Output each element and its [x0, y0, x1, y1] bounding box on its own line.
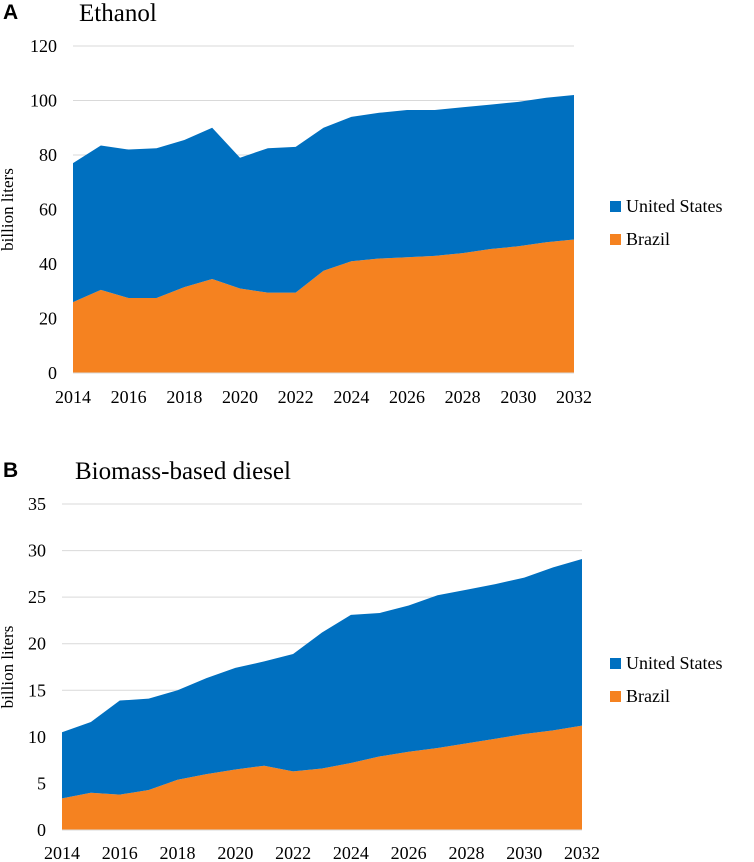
- legend-label-brazil: Brazil: [626, 686, 670, 706]
- area-series-united-states: [62, 558, 582, 799]
- y-tick-label: 40: [39, 254, 57, 274]
- x-tick-label: 2022: [278, 387, 314, 407]
- y-axis-label: billion liters: [0, 626, 17, 709]
- y-axis-label: billion liters: [0, 168, 17, 251]
- area-series-brazil: [73, 239, 574, 373]
- x-tick-label: 2020: [217, 843, 253, 862]
- y-tick-label: 0: [48, 363, 57, 383]
- y-tick-label: 5: [37, 773, 46, 793]
- y-tick-label: 15: [28, 680, 46, 700]
- chart-panel-b: B Biomass-based diesel 0 5 10 15 20 25 30 35 2014 2…: [0, 458, 723, 862]
- panel-letter: B: [3, 459, 18, 482]
- x-tick-label: 2030: [506, 843, 542, 862]
- area-series-united-states: [73, 95, 574, 303]
- x-tick-label: 2028: [445, 387, 481, 407]
- chart-title: Biomass-based diesel: [75, 458, 291, 485]
- x-tick-label: 2026: [389, 387, 425, 407]
- x-tick-label: 2018: [160, 843, 196, 862]
- panel-letter: A: [3, 1, 18, 24]
- legend-label-brazil: Brazil: [626, 229, 670, 249]
- x-tick-label: 2014: [44, 843, 80, 862]
- y-tick-label: 60: [39, 200, 57, 220]
- x-tick-label: 2030: [500, 387, 536, 407]
- legend-label-united-states: United States: [626, 653, 723, 673]
- y-tick-label: 100: [30, 91, 57, 111]
- y-tick-label: 25: [28, 587, 46, 607]
- legend-swatch-united-states: [610, 201, 621, 212]
- chart-title: Ethanol: [79, 0, 157, 27]
- x-tick-label: 2032: [564, 843, 600, 862]
- y-tick-label: 35: [28, 494, 46, 514]
- y-tick-label: 20: [39, 309, 57, 329]
- x-tick-label: 2016: [102, 843, 138, 862]
- area-series-brazil: [62, 725, 582, 830]
- chart-panel-a: A Ethanol 0 20 40 60 80 100 120 2014 2016 2018 2020 2…: [0, 0, 723, 407]
- x-tick-label: 2024: [333, 843, 369, 862]
- x-tick-label: 2018: [166, 387, 202, 407]
- legend-label-united-states: United States: [626, 196, 723, 216]
- legend-swatch-united-states: [610, 658, 621, 669]
- legend: United States Brazil: [610, 653, 723, 706]
- y-tick-label: 120: [30, 36, 57, 56]
- y-tick-label: 0: [37, 820, 46, 840]
- x-tick-label: 2024: [333, 387, 369, 407]
- legend-swatch-brazil: [610, 234, 621, 245]
- y-tick-label: 30: [28, 541, 46, 561]
- x-tick-label: 2028: [448, 843, 484, 862]
- y-tick-label: 80: [39, 145, 57, 165]
- y-tick-label: 20: [28, 634, 46, 654]
- legend-swatch-brazil: [610, 691, 621, 702]
- y-tick-label: 10: [28, 727, 46, 747]
- x-tick-label: 2020: [222, 387, 258, 407]
- legend: United States Brazil: [610, 196, 723, 249]
- x-tick-label: 2016: [111, 387, 147, 407]
- x-tick-label: 2014: [55, 387, 91, 407]
- x-tick-label: 2032: [556, 387, 592, 407]
- x-tick-label: 2026: [391, 843, 427, 862]
- x-tick-label: 2022: [275, 843, 311, 862]
